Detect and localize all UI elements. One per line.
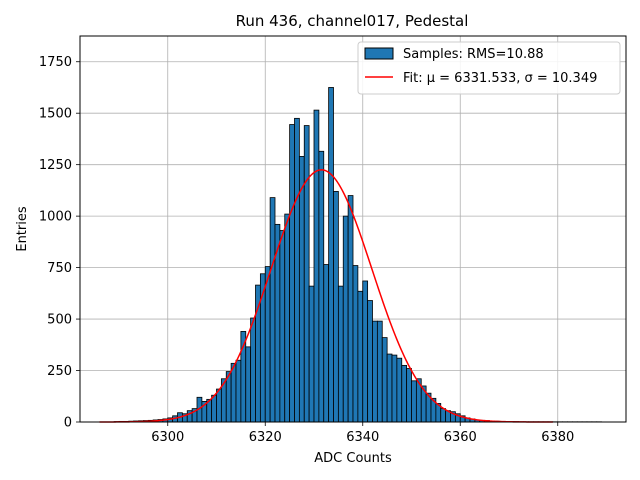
histogram-bars [113, 87, 603, 423]
histogram-bar [294, 117, 300, 423]
histogram-bar [211, 394, 217, 423]
plot-frame [79, 35, 627, 423]
fit-curve [99, 169, 553, 423]
y-tick-label: 750 [47, 261, 72, 276]
y-axis-ticks: 0 250 500 750 1000 1250 1500 1750 [39, 55, 80, 431]
x-tick-label: 6300 [151, 430, 184, 445]
histogram-bar [362, 280, 369, 423]
histogram-bar [406, 368, 412, 423]
histogram-bar [298, 156, 305, 423]
histogram-bar [357, 290, 364, 423]
y-tick-label: 500 [47, 313, 72, 328]
histogram-bar [245, 346, 252, 423]
histogram-bar [235, 359, 242, 423]
histogram-bar [391, 354, 398, 423]
histogram-bar [386, 353, 393, 423]
legend: Samples: RMS=10.88 Fit: μ = 6331.533, σ … [357, 41, 621, 95]
y-tick-label: 0 [64, 416, 72, 431]
y-tick-label: 250 [47, 364, 72, 379]
y-tick-label: 1250 [39, 158, 72, 173]
histogram-bar [342, 215, 349, 423]
y-tick-label: 1000 [39, 210, 72, 225]
histogram-bar [250, 317, 256, 423]
legend-fit-label: Fit: μ = 6331.533, σ = 10.349 [403, 71, 597, 86]
chart-title: Run 436, channel017, Pedestal [236, 12, 469, 30]
legend-histogram-label: Samples: RMS=10.88 [403, 47, 544, 62]
histogram-bar [264, 266, 271, 423]
histogram-bar [381, 337, 388, 423]
histogram-bar [337, 285, 344, 423]
histogram-bar [318, 150, 325, 423]
x-tick-label: 6340 [346, 430, 379, 445]
histogram-bar [376, 320, 383, 423]
x-axis-label: ADC Counts [314, 451, 392, 466]
histogram-bar [313, 109, 320, 423]
histogram-bar [328, 87, 334, 423]
histogram-bar [347, 195, 354, 423]
x-axis-ticks: 6300 6320 6340 6360 6380 [151, 422, 574, 445]
histogram-bar [289, 124, 295, 423]
histogram-bar [269, 197, 276, 423]
histogram-bar [401, 364, 408, 423]
y-tick-label: 1500 [39, 107, 72, 122]
y-tick-label: 1750 [39, 55, 72, 70]
x-tick-label: 6360 [444, 430, 477, 445]
x-tick-label: 6320 [249, 430, 282, 445]
histogram-bar [352, 265, 359, 423]
x-tick-label: 6380 [541, 430, 574, 445]
histogram-bar [230, 362, 237, 423]
histogram-bar [216, 388, 222, 423]
histogram-bar [411, 380, 417, 423]
histogram-bar [308, 285, 315, 423]
histogram-bar [440, 408, 447, 423]
histogram-bar [279, 230, 286, 423]
y-axis-label: Entries [15, 206, 30, 252]
histogram-bar [333, 191, 339, 423]
histogram-bar [396, 357, 403, 423]
histogram-bar [303, 125, 310, 423]
histogram-bar [323, 264, 330, 423]
histogram-bar [367, 300, 373, 423]
legend-box [357, 41, 621, 95]
legend-histogram-swatch [364, 47, 394, 60]
histogram-bar [284, 213, 291, 423]
histogram-bar [372, 320, 378, 423]
